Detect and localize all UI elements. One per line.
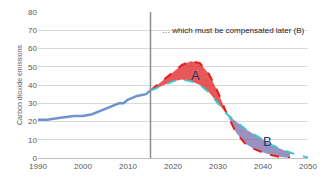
svg-text:40: 40 [28, 81, 37, 90]
svg-text:1990: 1990 [29, 162, 47, 171]
svg-text:20: 20 [28, 117, 37, 126]
svg-text:Carbon dioxide emissions: Carbon dioxide emissions [16, 44, 23, 125]
svg-text:70: 70 [28, 26, 37, 35]
svg-text:2040: 2040 [254, 162, 272, 171]
svg-text:B: B [263, 134, 272, 149]
svg-text:… which must be compensated la: … which must be compensated later (B) [162, 26, 305, 35]
svg-text:2000: 2000 [74, 162, 92, 171]
svg-text:50: 50 [28, 63, 37, 72]
svg-text:2050: 2050 [299, 162, 317, 171]
svg-text:2020: 2020 [164, 162, 182, 171]
svg-text:2010: 2010 [119, 162, 137, 171]
svg-text:30: 30 [28, 99, 37, 108]
svg-text:10: 10 [28, 136, 37, 145]
svg-text:A: A [191, 68, 200, 83]
svg-text:60: 60 [28, 44, 37, 53]
svg-text:80: 80 [28, 8, 37, 17]
svg-text:2030: 2030 [209, 162, 227, 171]
svg-text:0: 0 [33, 154, 38, 163]
